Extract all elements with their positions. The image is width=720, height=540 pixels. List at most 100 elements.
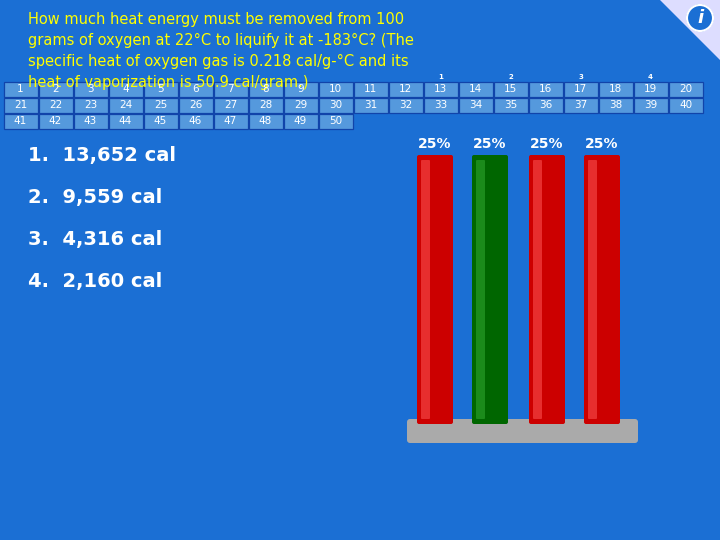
Text: 9: 9: [297, 84, 304, 94]
FancyBboxPatch shape: [4, 98, 37, 112]
Text: 29: 29: [294, 100, 307, 110]
FancyBboxPatch shape: [598, 98, 632, 112]
Text: 19: 19: [644, 84, 657, 94]
Text: 20: 20: [679, 84, 692, 94]
Text: 1: 1: [17, 84, 24, 94]
FancyBboxPatch shape: [634, 98, 667, 112]
FancyBboxPatch shape: [109, 113, 143, 129]
FancyBboxPatch shape: [248, 113, 282, 129]
Text: 4: 4: [122, 84, 129, 94]
Text: 32: 32: [399, 100, 412, 110]
FancyBboxPatch shape: [528, 98, 562, 112]
Text: 8: 8: [262, 84, 269, 94]
FancyBboxPatch shape: [423, 98, 457, 112]
Text: 18: 18: [609, 84, 622, 94]
FancyBboxPatch shape: [389, 98, 423, 112]
FancyBboxPatch shape: [459, 82, 492, 97]
Text: 42: 42: [49, 116, 62, 126]
Text: 3: 3: [87, 84, 94, 94]
Text: 41: 41: [14, 116, 27, 126]
FancyBboxPatch shape: [598, 82, 632, 97]
Text: 1.  13,652 cal: 1. 13,652 cal: [28, 145, 176, 165]
FancyBboxPatch shape: [407, 419, 638, 443]
FancyBboxPatch shape: [389, 82, 423, 97]
FancyBboxPatch shape: [73, 82, 107, 97]
Text: 3.  4,316 cal: 3. 4,316 cal: [28, 231, 162, 249]
Text: 22: 22: [49, 100, 62, 110]
Text: 50: 50: [329, 116, 342, 126]
FancyBboxPatch shape: [179, 113, 212, 129]
Text: 2: 2: [52, 84, 59, 94]
FancyBboxPatch shape: [533, 160, 542, 419]
FancyBboxPatch shape: [4, 113, 37, 129]
FancyBboxPatch shape: [109, 98, 143, 112]
Text: 3: 3: [578, 74, 583, 80]
Text: How much heat energy must be removed from 100
grams of oxygen at 22°C to liquify: How much heat energy must be removed fro…: [28, 12, 414, 90]
Text: 31: 31: [364, 100, 377, 110]
FancyBboxPatch shape: [476, 160, 485, 419]
Text: 4.  2,160 cal: 4. 2,160 cal: [28, 273, 162, 292]
Text: 28: 28: [259, 100, 272, 110]
Text: 36: 36: [539, 100, 552, 110]
FancyBboxPatch shape: [38, 98, 73, 112]
Text: 25%: 25%: [418, 137, 451, 151]
Text: 6: 6: [192, 84, 199, 94]
FancyBboxPatch shape: [73, 98, 107, 112]
Text: 5: 5: [157, 84, 164, 94]
Text: 47: 47: [224, 116, 237, 126]
FancyBboxPatch shape: [4, 82, 37, 97]
Text: 25%: 25%: [585, 137, 618, 151]
Circle shape: [687, 5, 713, 31]
FancyBboxPatch shape: [73, 113, 107, 129]
FancyBboxPatch shape: [248, 98, 282, 112]
Text: 7: 7: [228, 84, 234, 94]
FancyBboxPatch shape: [38, 82, 73, 97]
Text: 13: 13: [434, 84, 447, 94]
FancyBboxPatch shape: [143, 113, 178, 129]
Text: 27: 27: [224, 100, 237, 110]
Text: i: i: [697, 9, 703, 27]
Text: 14: 14: [469, 84, 482, 94]
FancyBboxPatch shape: [493, 82, 528, 97]
Text: 25%: 25%: [530, 137, 564, 151]
FancyBboxPatch shape: [143, 98, 178, 112]
FancyBboxPatch shape: [284, 98, 318, 112]
FancyBboxPatch shape: [493, 98, 528, 112]
FancyBboxPatch shape: [179, 98, 212, 112]
FancyBboxPatch shape: [248, 82, 282, 97]
Text: 10: 10: [329, 84, 342, 94]
FancyBboxPatch shape: [109, 82, 143, 97]
FancyBboxPatch shape: [318, 82, 353, 97]
Text: 45: 45: [154, 116, 167, 126]
Polygon shape: [660, 0, 720, 60]
Text: 16: 16: [539, 84, 552, 94]
Text: 25%: 25%: [473, 137, 507, 151]
Text: 15: 15: [504, 84, 517, 94]
FancyBboxPatch shape: [634, 82, 667, 97]
FancyBboxPatch shape: [528, 82, 562, 97]
FancyBboxPatch shape: [354, 82, 387, 97]
Text: 38: 38: [609, 100, 622, 110]
FancyBboxPatch shape: [179, 82, 212, 97]
FancyBboxPatch shape: [284, 82, 318, 97]
FancyBboxPatch shape: [38, 113, 73, 129]
Text: 2.  9,559 cal: 2. 9,559 cal: [28, 187, 162, 206]
Text: 11: 11: [364, 84, 377, 94]
FancyBboxPatch shape: [284, 113, 318, 129]
FancyBboxPatch shape: [529, 155, 565, 424]
Text: 24: 24: [119, 100, 132, 110]
Text: 17: 17: [574, 84, 587, 94]
Text: 46: 46: [189, 116, 202, 126]
FancyBboxPatch shape: [564, 98, 598, 112]
FancyBboxPatch shape: [354, 98, 387, 112]
Text: 23: 23: [84, 100, 97, 110]
FancyBboxPatch shape: [214, 98, 248, 112]
Text: 49: 49: [294, 116, 307, 126]
FancyBboxPatch shape: [143, 82, 178, 97]
FancyBboxPatch shape: [214, 113, 248, 129]
Text: 35: 35: [504, 100, 517, 110]
FancyBboxPatch shape: [318, 113, 353, 129]
Text: 33: 33: [434, 100, 447, 110]
FancyBboxPatch shape: [318, 98, 353, 112]
Text: 40: 40: [679, 100, 692, 110]
